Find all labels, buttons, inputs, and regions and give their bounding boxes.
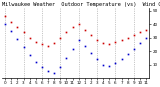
- Text: Milwaukee Weather  Outdoor Temperature (vs)  Wind Chill (Last 24 Hours): Milwaukee Weather Outdoor Temperature (v…: [2, 2, 160, 7]
